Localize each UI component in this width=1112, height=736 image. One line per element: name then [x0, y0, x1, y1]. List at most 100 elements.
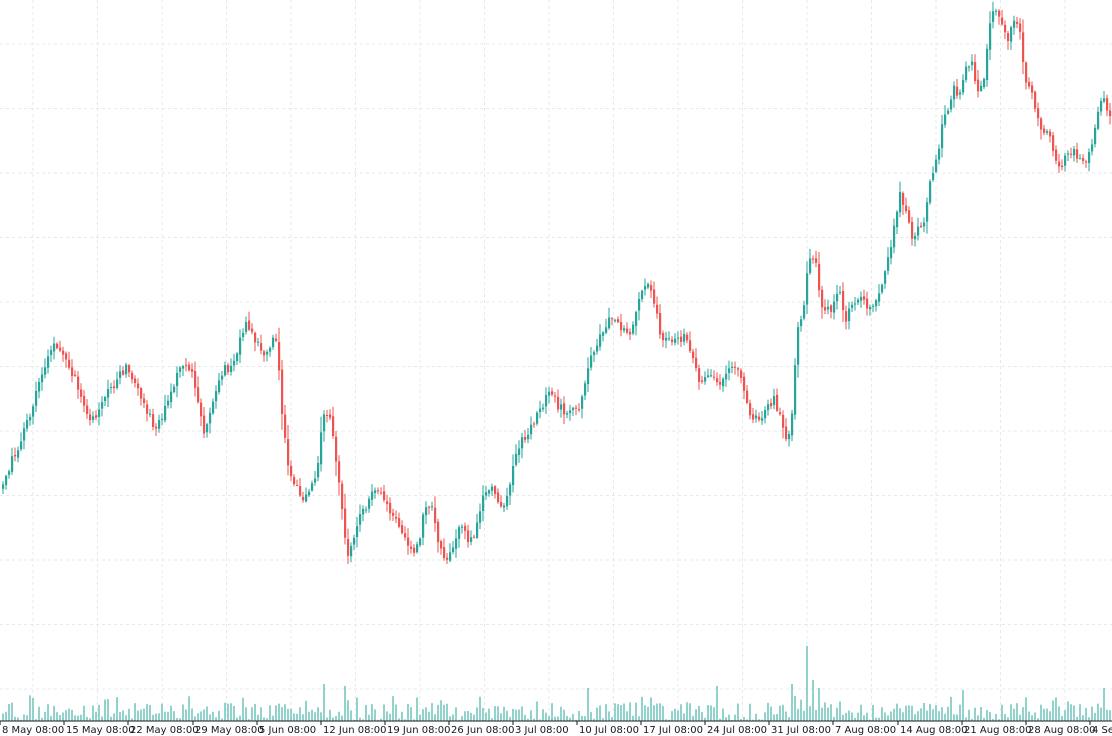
candle-body — [461, 526, 464, 528]
candle-body — [437, 521, 440, 543]
x-tick-label: 10 Jul 08:00 — [579, 725, 639, 736]
candle-body — [704, 377, 707, 382]
candle-body — [191, 369, 194, 372]
candle-body — [290, 465, 293, 477]
candle-body — [671, 339, 674, 342]
candle-body — [725, 373, 728, 380]
candle-body — [440, 541, 443, 549]
candle-body — [971, 61, 974, 66]
candle-body — [77, 376, 80, 390]
candle-body — [158, 420, 161, 429]
candle-body — [824, 307, 827, 311]
candle-body — [986, 48, 989, 80]
candle-body — [878, 293, 881, 302]
candle-body — [749, 403, 752, 416]
x-tick-label: 15 May 08:00 — [66, 725, 135, 736]
candle-body — [905, 205, 908, 211]
candle-body — [1037, 108, 1040, 119]
candle-body — [206, 424, 209, 433]
candle-body — [248, 320, 251, 330]
candle-body — [491, 486, 494, 491]
candle-body — [929, 181, 932, 203]
candle-body — [884, 271, 887, 284]
candle-body — [485, 492, 488, 496]
candle-body — [35, 390, 38, 406]
candle-body — [41, 374, 44, 383]
x-tick-label: 8 May 08:00 — [2, 725, 64, 736]
candle-body — [449, 552, 452, 561]
candle-body — [128, 365, 131, 373]
candle-body — [398, 518, 401, 527]
candle-body — [752, 414, 755, 420]
candle-body — [155, 426, 158, 429]
candle-body — [458, 527, 461, 539]
candle-body — [278, 342, 281, 371]
candle-body — [641, 290, 644, 300]
candle-body — [455, 538, 458, 549]
candle-body — [761, 418, 764, 421]
candle-body — [32, 406, 35, 417]
candle-body — [1067, 153, 1070, 155]
candle-body — [479, 511, 482, 523]
candle-body — [536, 412, 539, 424]
candle-body — [416, 544, 419, 553]
candle-body — [869, 307, 872, 310]
candle-body — [20, 441, 23, 450]
candle-body — [833, 301, 836, 313]
candle-body — [953, 85, 956, 100]
candle-body — [167, 400, 170, 406]
candle-body — [1106, 98, 1109, 111]
candle-body — [746, 390, 749, 403]
candle-body — [656, 304, 659, 314]
candle-body — [353, 537, 356, 545]
candle-body — [800, 319, 803, 327]
candle-body — [527, 434, 530, 440]
candle-body — [329, 414, 332, 418]
candle-body — [872, 305, 875, 307]
candle-body — [323, 414, 326, 432]
candle-body — [305, 494, 308, 502]
candle-body — [917, 226, 920, 236]
candle-body — [866, 298, 869, 309]
candle-body — [944, 114, 947, 125]
candle-body — [59, 347, 62, 351]
candle-body — [791, 413, 794, 436]
candle-body — [980, 85, 983, 91]
x-tick-label: 21 Aug 08:00 — [964, 725, 1031, 736]
candle-body — [875, 300, 878, 307]
candle-body — [62, 350, 65, 355]
candle-body — [80, 389, 83, 397]
candle-body — [410, 546, 413, 549]
candle-body — [638, 298, 641, 311]
candle-body — [56, 343, 59, 349]
candle-body — [1031, 85, 1034, 93]
candle-body — [332, 416, 335, 437]
candle-body — [92, 416, 95, 420]
candle-body — [65, 353, 68, 360]
candle-body — [29, 416, 32, 421]
candle-body — [989, 23, 992, 50]
candle-body — [272, 337, 275, 348]
candle-body — [590, 355, 593, 368]
candle-body — [116, 379, 119, 388]
candle-body — [764, 410, 767, 419]
candle-body — [104, 397, 107, 401]
candle-body — [500, 502, 503, 507]
candle-body — [563, 403, 566, 415]
candle-body — [755, 415, 758, 419]
candle-body — [734, 366, 737, 368]
x-tick-label: 19 Jun 08:00 — [387, 725, 451, 736]
candle-body — [539, 408, 542, 412]
candle-body — [404, 533, 407, 538]
candle-body — [605, 327, 608, 333]
candle-body — [647, 283, 650, 288]
candle-body — [89, 414, 92, 420]
candle-body — [668, 338, 671, 340]
candle-body — [14, 454, 17, 457]
candle-body — [245, 322, 248, 332]
candle-body — [137, 383, 140, 389]
candle-body — [959, 92, 962, 95]
candle-body — [728, 368, 731, 373]
candle-body — [860, 296, 863, 301]
candle-body — [581, 396, 584, 409]
